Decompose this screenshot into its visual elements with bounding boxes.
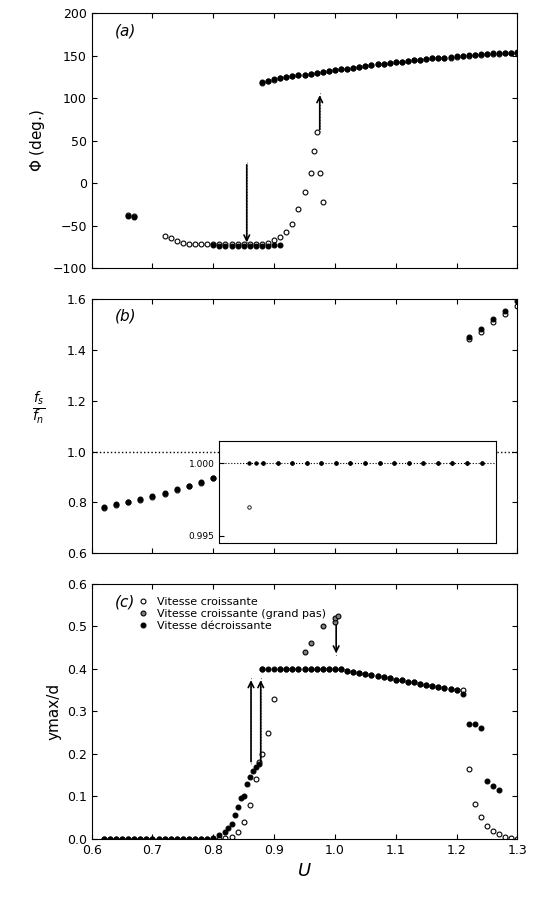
Vitesse croissante (grand pas) bbox=[307, 638, 314, 649]
Vitesse décroissante bbox=[344, 666, 350, 676]
Y-axis label: $\Phi$ (deg.): $\Phi$ (deg.) bbox=[28, 109, 47, 172]
Vitesse croissante (grand pas) bbox=[301, 647, 308, 658]
Text: (c): (c) bbox=[115, 594, 135, 609]
Vitesse décroissante bbox=[161, 833, 168, 844]
Vitesse croissante bbox=[113, 833, 119, 844]
Vitesse croissante (grand pas) bbox=[335, 611, 341, 622]
Vitesse croissante bbox=[417, 678, 423, 689]
Vitesse croissante bbox=[496, 829, 502, 840]
Vitesse croissante bbox=[350, 666, 356, 677]
Text: (b): (b) bbox=[115, 309, 137, 324]
Y-axis label: $\frac{f_s}{f_n}$: $\frac{f_s}{f_n}$ bbox=[32, 389, 46, 426]
Vitesse décroissante bbox=[204, 833, 210, 844]
Vitesse croissante (grand pas) bbox=[331, 613, 338, 623]
Line: Vitesse croissante: Vitesse croissante bbox=[101, 666, 520, 841]
Vitesse croissante bbox=[514, 833, 521, 844]
Vitesse croissante (grand pas) bbox=[331, 617, 338, 628]
Vitesse décroissante bbox=[259, 664, 265, 675]
Vitesse croissante bbox=[259, 664, 265, 675]
Vitesse croissante bbox=[301, 664, 308, 675]
Vitesse décroissante bbox=[101, 833, 107, 844]
Vitesse croissante (grand pas) bbox=[320, 621, 326, 631]
Vitesse décroissante bbox=[362, 668, 369, 679]
Line: Vitesse croissante (grand pas): Vitesse croissante (grand pas) bbox=[302, 614, 341, 654]
Text: (a): (a) bbox=[115, 23, 136, 39]
Vitesse décroissante bbox=[234, 802, 241, 813]
Line: Vitesse décroissante: Vitesse décroissante bbox=[101, 666, 502, 841]
Vitesse croissante bbox=[101, 833, 107, 844]
Y-axis label: ymax/d: ymax/d bbox=[46, 683, 61, 740]
X-axis label: $U$: $U$ bbox=[297, 862, 312, 880]
Vitesse croissante bbox=[222, 832, 229, 843]
Vitesse décroissante bbox=[496, 785, 502, 796]
Legend: Vitesse croissante, Vitesse croissante (grand pas), Vitesse décroissante: Vitesse croissante, Vitesse croissante (… bbox=[127, 592, 330, 635]
Vitesse décroissante bbox=[314, 664, 320, 675]
